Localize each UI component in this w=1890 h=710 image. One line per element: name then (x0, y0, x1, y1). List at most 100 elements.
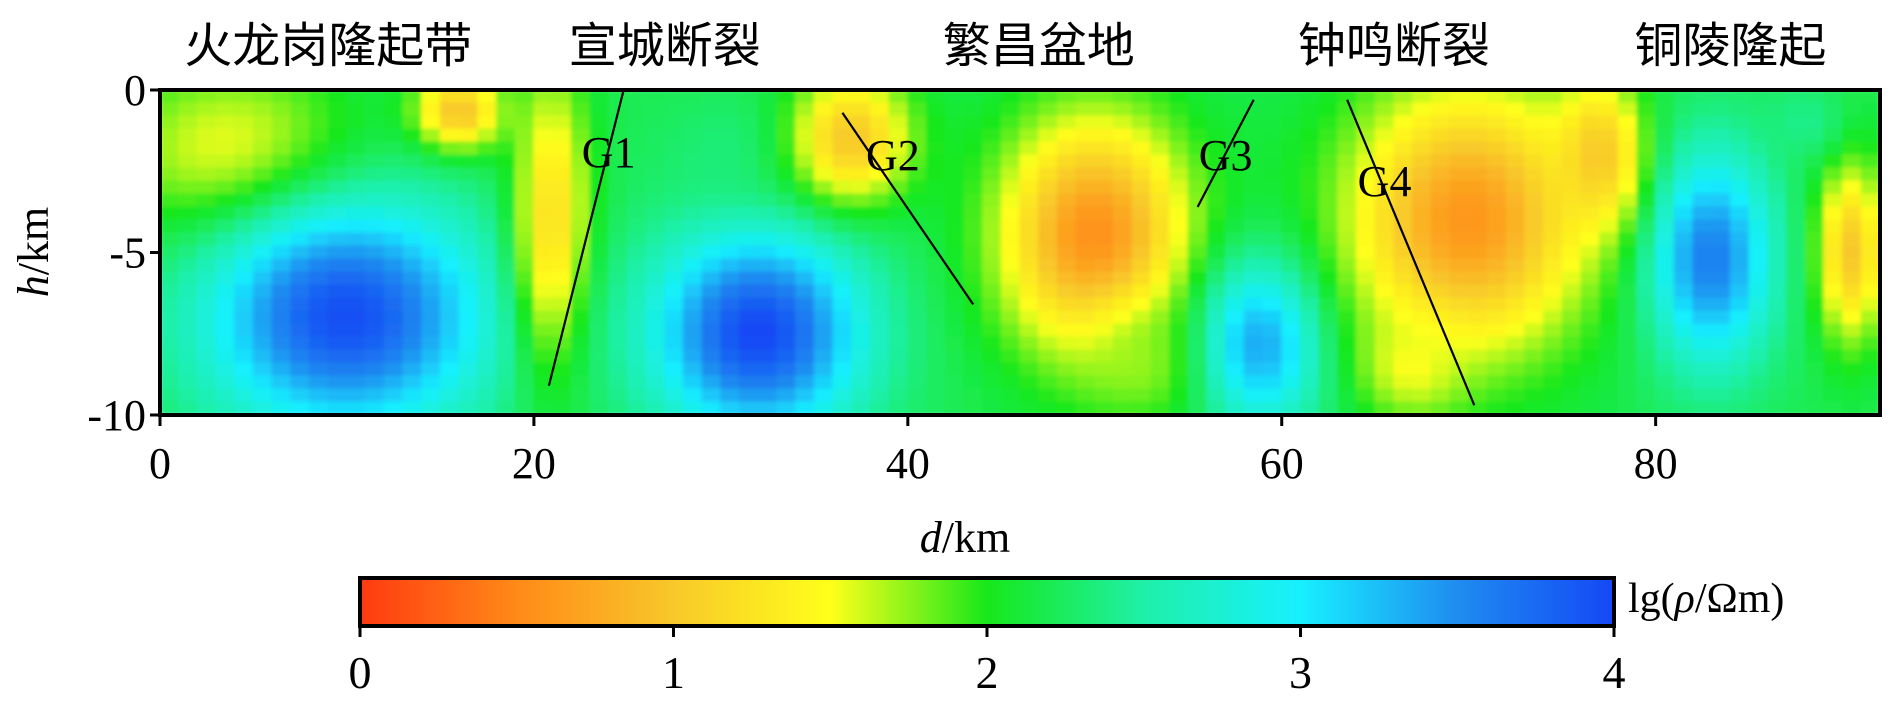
heat-cell (1356, 167, 1376, 182)
heat-cell (514, 310, 535, 325)
heat-cell (1580, 375, 1601, 390)
heat-cell (963, 102, 984, 117)
heat-cell (290, 193, 311, 208)
heat-cell (757, 271, 778, 286)
heat-cell (1225, 180, 1245, 195)
heat-cell (1112, 297, 1133, 312)
heat-cell (1056, 141, 1077, 156)
heat-cell (1056, 154, 1077, 169)
heat-cell (365, 375, 385, 390)
heat-cell (832, 362, 853, 377)
heat-cell (1786, 323, 1806, 338)
heat-cell (346, 388, 367, 403)
heat-cell (458, 128, 479, 143)
heat-cell (757, 362, 778, 377)
heat-cell (196, 167, 217, 182)
heat-cell (1206, 388, 1227, 403)
heat-cell (1860, 323, 1880, 338)
heat-cell (963, 219, 984, 234)
heat-cell (327, 271, 348, 286)
heat-cell (1711, 180, 1731, 195)
heat-cell (682, 128, 703, 143)
heat-cell (383, 206, 404, 221)
heat-cell (851, 310, 871, 325)
heat-cell (589, 271, 610, 286)
heat-cell (215, 297, 236, 312)
heat-cell (851, 102, 871, 117)
heat-cell (1636, 349, 1657, 364)
heat-cell (309, 401, 329, 415)
heat-cell (1075, 102, 1096, 117)
heat-cell (327, 375, 348, 390)
heat-cell (739, 102, 759, 117)
heat-cell (888, 128, 909, 143)
heat-cell (664, 193, 684, 208)
heat-cell (215, 219, 236, 234)
heat-cell (1094, 245, 1114, 260)
heat-cell (626, 115, 647, 130)
heat-cell (552, 180, 572, 195)
heat-cell (1860, 284, 1880, 299)
heat-cell (963, 388, 984, 403)
heat-cell (365, 154, 385, 169)
heat-cell (645, 375, 666, 390)
heat-cell (271, 141, 292, 156)
heat-cell (365, 141, 385, 156)
heat-cell (1430, 375, 1451, 390)
heat-cell (327, 206, 348, 221)
heat-cell (757, 102, 778, 117)
heat-cell (1505, 401, 1526, 415)
heat-cell (982, 102, 1002, 117)
heat-cell (439, 310, 460, 325)
heat-cell (1000, 206, 1021, 221)
heat-cell (795, 297, 815, 312)
heat-cell (944, 90, 965, 104)
heat-cell (1206, 90, 1227, 104)
heat-cell (869, 336, 890, 351)
heat-cell (739, 206, 759, 221)
heat-cell (664, 323, 684, 338)
heat-cell (1767, 310, 1788, 325)
colorbar-tick-label: 2 (976, 647, 999, 698)
heat-cell (1337, 245, 1358, 260)
heat-cell (1169, 232, 1189, 247)
heat-cell (1599, 362, 1619, 377)
heat-cell (346, 206, 367, 221)
heat-cell (1262, 128, 1283, 143)
heat-cell (1318, 323, 1339, 338)
heat-cell (309, 245, 329, 260)
heat-cell (1225, 401, 1245, 415)
heat-cell (907, 258, 928, 273)
heat-cell (1729, 349, 1750, 364)
heat-cell (1599, 375, 1619, 390)
heat-cell (757, 167, 778, 182)
heat-cell (776, 206, 797, 221)
heat-cell (795, 284, 815, 299)
heat-cell (552, 128, 572, 143)
heat-cell (1804, 271, 1825, 286)
heat-cell (869, 271, 890, 286)
heat-cell (1430, 115, 1451, 130)
heat-cell (851, 115, 871, 130)
heat-cell (1187, 180, 1208, 195)
heat-cell (346, 245, 367, 260)
heat-cell (888, 219, 909, 234)
heat-cell (552, 206, 572, 221)
heat-cell (1243, 362, 1264, 377)
heat-cell (327, 154, 348, 169)
heat-cell (421, 115, 441, 130)
heat-cell (496, 297, 516, 312)
heat-cell (1075, 206, 1096, 221)
heat-cell (1225, 245, 1245, 260)
heat-cell (851, 245, 871, 260)
heat-cell (888, 245, 909, 260)
heat-cell (1655, 102, 1675, 117)
heat-cell (160, 362, 180, 377)
heat-cell (533, 323, 554, 338)
heat-cell (1842, 115, 1862, 130)
heat-cell (570, 388, 591, 403)
heat-cell (327, 388, 348, 403)
heat-cell (252, 271, 273, 286)
heat-cell (1767, 271, 1788, 286)
heat-cell (477, 154, 498, 169)
